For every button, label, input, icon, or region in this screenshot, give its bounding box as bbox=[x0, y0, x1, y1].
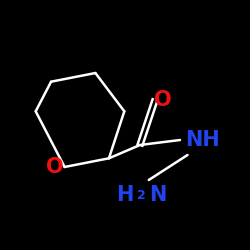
Text: H: H bbox=[116, 185, 134, 205]
Text: O: O bbox=[46, 157, 64, 177]
Text: N: N bbox=[149, 185, 166, 205]
Text: O: O bbox=[154, 90, 171, 110]
Text: NH: NH bbox=[185, 130, 220, 150]
Text: 2: 2 bbox=[137, 189, 145, 202]
